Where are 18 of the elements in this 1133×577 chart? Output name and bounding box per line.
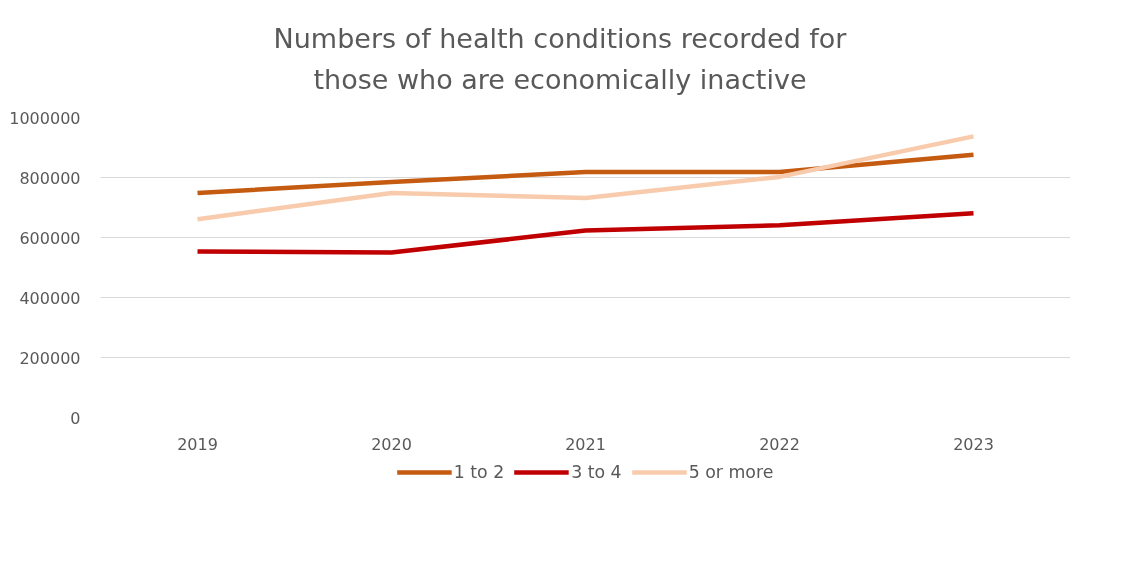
chart-title: Numbers of health conditions recorded for those who are economically inactive [272, 22, 848, 97]
line-series [195, 134, 976, 222]
y-tick-label: 800000 [19, 168, 81, 188]
x-tick-label: 2021 [565, 434, 606, 454]
y-tick-label: 600000 [19, 228, 81, 248]
line-series [195, 152, 976, 196]
legend-label: 3 to 4 [571, 462, 622, 482]
y-tick-label: 400000 [19, 288, 81, 308]
x-tick-label: 2023 [953, 434, 994, 454]
x-tick-label: 2019 [177, 434, 218, 454]
legend-label: 5 or more [688, 462, 774, 482]
y-tick-label: 0 [70, 408, 81, 428]
legend-label: 1 to 2 [453, 462, 505, 482]
x-tick-label: 2020 [371, 434, 412, 454]
y-tick-label: 1000000 [9, 108, 81, 128]
y-tick-label: 200000 [19, 348, 81, 368]
x-tick-label: 2022 [759, 434, 800, 454]
line-series [195, 210, 976, 255]
